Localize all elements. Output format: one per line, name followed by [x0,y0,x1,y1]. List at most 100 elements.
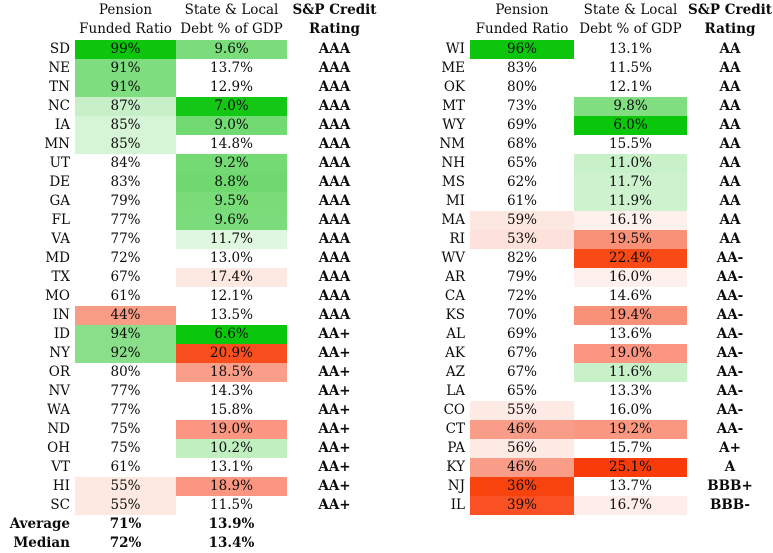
debt-cell: 13.0% [210,250,253,266]
pension-cell: 65% [506,155,537,171]
rating-cell [287,534,382,553]
rating-cell: AA+ [318,364,351,380]
pension-cell: 77% [110,402,141,418]
state-cell: CT [445,421,465,437]
rating-cell: AA- [716,250,744,266]
state-cell: MS [441,174,465,190]
pension-cell: 36% [470,477,574,496]
pension-cell: 85% [75,135,176,154]
debt-cell: 9.8% [574,97,687,116]
debt-header-line1: State & Local [583,2,678,18]
debt-cell: 16.1% [574,211,687,230]
state-cell: IN [52,307,70,323]
pension-cell: 39% [470,496,574,515]
debt-cell: 19.2% [574,420,687,439]
rating-cell: AAA [318,250,351,266]
pension-cell: 79% [110,193,141,209]
pension-cell: 83% [506,60,537,76]
pension-cell: 99% [75,40,176,59]
pension-cell: 96% [470,40,574,59]
pension-cell: 55% [470,401,574,420]
rating-cell: AA- [716,421,744,437]
debt-cell: 15.7% [609,440,652,456]
state-cell: KY [446,459,465,475]
state-cell: RI [449,231,466,247]
table-row: AL 69% 13.6% AA- [393,325,773,344]
pension-cell: 53% [470,230,574,249]
debt-cell: 14.6% [609,288,652,304]
rating-cell [287,515,382,534]
debt-cell: 11.7% [574,173,687,192]
state-cell: HI [52,478,70,494]
table-row: AR 79% 16.0% AA- [393,268,773,287]
rating-cell: AAA [318,155,351,171]
table-row: RI 53% 19.5% AA [393,230,773,249]
rating-cell: AA [719,117,741,133]
pension-cell: 91% [75,59,176,78]
table-row: NE 91% 13.7% AAA [0,59,382,78]
rating-cell: AA- [716,345,744,361]
debt-cell: 12.1% [609,79,652,95]
pension-header-line1: Pension [98,2,153,18]
rating-cell: AAA [318,212,351,228]
table-row: CT 46% 19.2% AA- [393,420,773,439]
table-row: MD 72% 13.0% AAA [0,249,382,268]
pension-cell: 77% [110,383,141,399]
state-cell: Median [13,535,70,551]
debt-cell: 13.3% [609,383,652,399]
state-cell: NY [49,345,70,361]
rating-cell: AAA [318,98,351,114]
state-cell: WA [47,402,70,418]
pension-cell: 72% [506,288,537,304]
debt-column-header: State & Local Debt % of GDP [574,0,687,40]
debt-cell: 9.5% [176,192,287,211]
rating-cell: BBB- [709,497,751,513]
summary-row: Average 71% 13.9% [0,515,382,534]
pension-cell: 69% [506,117,537,133]
table-row: TX 67% 17.4% AAA [0,268,382,287]
state-cell: DE [49,174,70,190]
pension-cell: 85% [75,116,176,135]
debt-cell: 8.8% [176,173,287,192]
debt-cell: 12.9% [210,79,253,95]
pension-cell: 75% [110,440,141,456]
state-cell: MO [45,288,70,304]
rating-cell: AA+ [318,383,351,399]
table-row: PA 56% 15.7% A+ [393,439,773,458]
state-cell: FL [51,212,70,228]
left-table: Pension Funded Ratio State & Local Debt … [0,0,382,553]
rating-cell: AA- [716,269,744,285]
state-cell: WY [442,117,465,133]
state-cell: KS [445,307,465,323]
state-cell: MI [445,193,465,209]
debt-cell: 19.0% [574,344,687,363]
debt-column-header: State & Local Debt % of GDP [176,0,287,40]
rating-cell: AA [719,193,741,209]
table-row: VA 77% 11.7% AAA [0,230,382,249]
debt-cell: 6.0% [574,116,687,135]
left-table-header: Pension Funded Ratio State & Local Debt … [0,0,382,40]
summary-row: Median 72% 13.4% [0,534,382,553]
rating-cell: AA [719,79,741,95]
pension-cell: 65% [506,383,537,399]
left-table-body: SD 99% 9.6% AAA NE 91% 13.7% AAA TN 91% … [0,40,382,553]
debt-cell: 10.2% [176,439,287,458]
state-cell: TN [49,79,70,95]
table-row: OK 80% 12.1% AA [393,78,773,97]
pension-cell: 55% [75,477,176,496]
rating-cell: AA+ [318,402,351,418]
table-row: CO 55% 16.0% AA- [393,401,773,420]
state-cell: AL [446,326,465,342]
pension-cell: 72% [110,250,141,266]
pension-cell: 59% [470,211,574,230]
rating-cell: AAA [318,269,351,285]
debt-header-line2: Debt % of GDP [579,21,682,37]
debt-cell: 9.2% [176,154,287,173]
table-row: IA 85% 9.0% AAA [0,116,382,135]
state-cell: Average [9,516,70,532]
debt-cell: 13.7% [609,478,652,494]
rating-header-line1: S&P Credit [687,2,773,18]
rating-cell: AA [719,98,741,114]
debt-cell: 11.6% [574,363,687,382]
state-cell: OK [443,79,465,95]
